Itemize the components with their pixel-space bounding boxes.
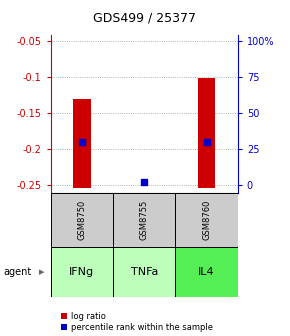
Text: GSM8755: GSM8755 xyxy=(140,200,149,240)
Text: GSM8760: GSM8760 xyxy=(202,200,211,240)
Bar xyxy=(175,247,238,297)
Text: TNFa: TNFa xyxy=(130,267,158,277)
Bar xyxy=(113,193,175,247)
Text: GSM8750: GSM8750 xyxy=(77,200,86,240)
Bar xyxy=(175,193,238,247)
Legend: log ratio, percentile rank within the sample: log ratio, percentile rank within the sa… xyxy=(61,312,213,332)
Bar xyxy=(73,99,91,188)
Bar xyxy=(113,247,175,297)
Bar xyxy=(51,193,113,247)
Text: agent: agent xyxy=(3,267,31,277)
Text: IL4: IL4 xyxy=(198,267,215,277)
Text: IFNg: IFNg xyxy=(69,267,95,277)
Text: GDS499 / 25377: GDS499 / 25377 xyxy=(93,12,196,25)
Bar xyxy=(51,247,113,297)
Bar xyxy=(198,78,215,188)
